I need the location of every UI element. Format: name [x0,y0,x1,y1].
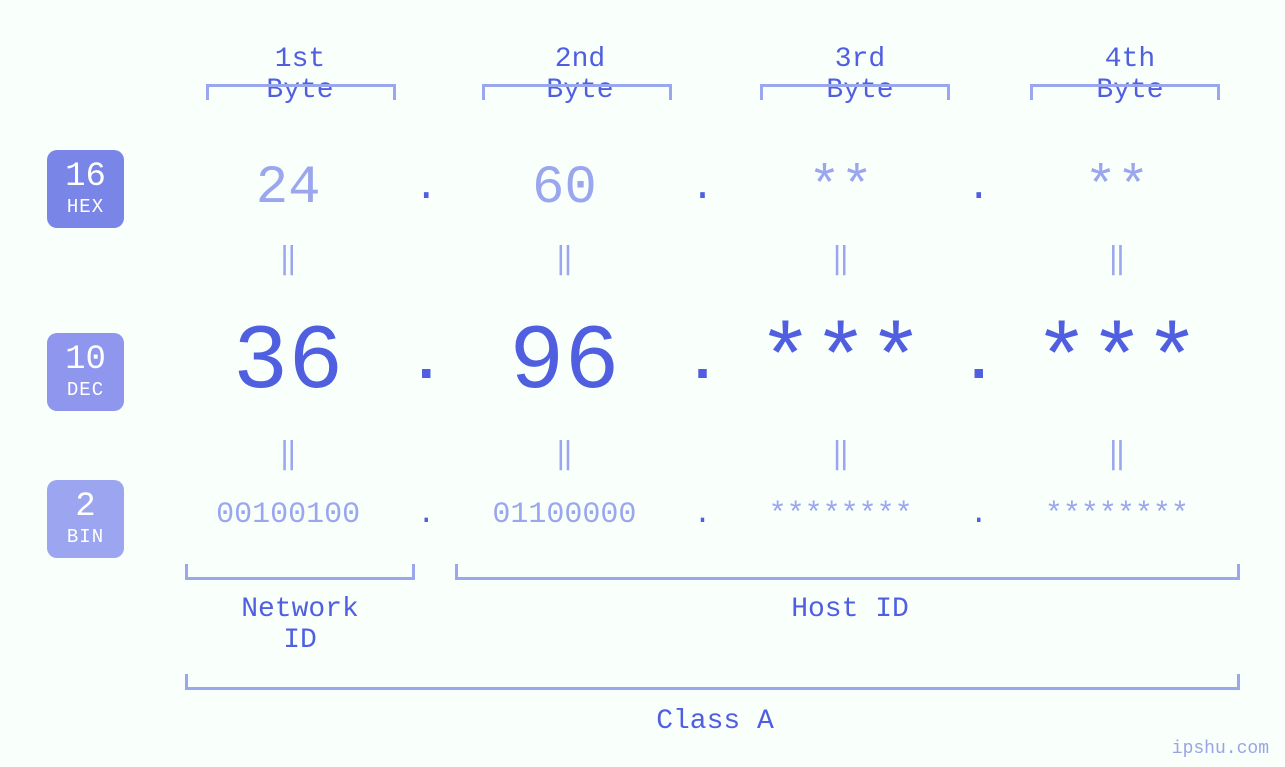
network-id-bracket [185,564,415,580]
eq1-4: ‖ [999,241,1235,278]
dec-dot-1: . [406,329,446,397]
bin-row: 00100100 . 01100000 . ******** . *******… [170,498,1235,532]
dec-byte-4: *** [999,310,1235,415]
eq2-2: ‖ [446,436,682,473]
hex-byte-4: ** [999,158,1235,219]
hex-byte-1: 24 [170,158,406,219]
eq1-2: ‖ [446,241,682,278]
dec-dot-2: . [683,329,723,397]
dec-byte-1: 36 [170,310,406,415]
eq1-1: ‖ [170,241,406,278]
dec-byte-2: 96 [446,310,682,415]
network-id-label: Network ID [220,594,380,656]
bin-byte-1: 00100100 [170,498,406,532]
hex-dot-3: . [959,166,999,211]
hex-badge: 16 HEX [47,150,124,228]
bin-badge: 2 BIN [47,480,124,558]
equals-row-1: ‖ ‖ ‖ ‖ [170,241,1235,278]
eq2-1: ‖ [170,436,406,473]
bin-byte-2: 01100000 [446,498,682,532]
hex-dot-2: . [683,166,723,211]
hex-dot-1: . [406,166,446,211]
host-id-label: Host ID [790,594,910,625]
hex-byte-2: 60 [446,158,682,219]
byte-3-bracket [760,84,950,100]
watermark: ipshu.com [1172,739,1269,759]
equals-row-2: ‖ ‖ ‖ ‖ [170,436,1235,473]
byte-1-bracket [206,84,396,100]
dec-byte-3: *** [723,310,959,415]
bin-badge-num: 2 [75,490,95,526]
bin-byte-4: ******** [999,498,1235,532]
hex-row: 24 . 60 . ** . ** [170,158,1235,219]
byte-2-bracket [482,84,672,100]
bin-dot-1: . [406,498,446,532]
class-label: Class A [650,706,780,737]
dec-badge: 10 DEC [47,333,124,411]
class-bracket [185,674,1240,690]
bin-byte-3: ******** [723,498,959,532]
host-id-bracket [455,564,1240,580]
dec-badge-num: 10 [65,343,106,379]
hex-badge-label: HEX [67,198,104,218]
bin-dot-3: . [959,498,999,532]
hex-badge-num: 16 [65,160,106,196]
dec-dot-3: . [959,329,999,397]
eq1-3: ‖ [723,241,959,278]
bin-badge-label: BIN [67,528,104,548]
byte-4-bracket [1030,84,1220,100]
eq2-3: ‖ [723,436,959,473]
hex-byte-3: ** [723,158,959,219]
bin-dot-2: . [683,498,723,532]
dec-badge-label: DEC [67,381,104,401]
eq2-4: ‖ [999,436,1235,473]
dec-row: 36 . 96 . *** . *** [170,310,1235,415]
